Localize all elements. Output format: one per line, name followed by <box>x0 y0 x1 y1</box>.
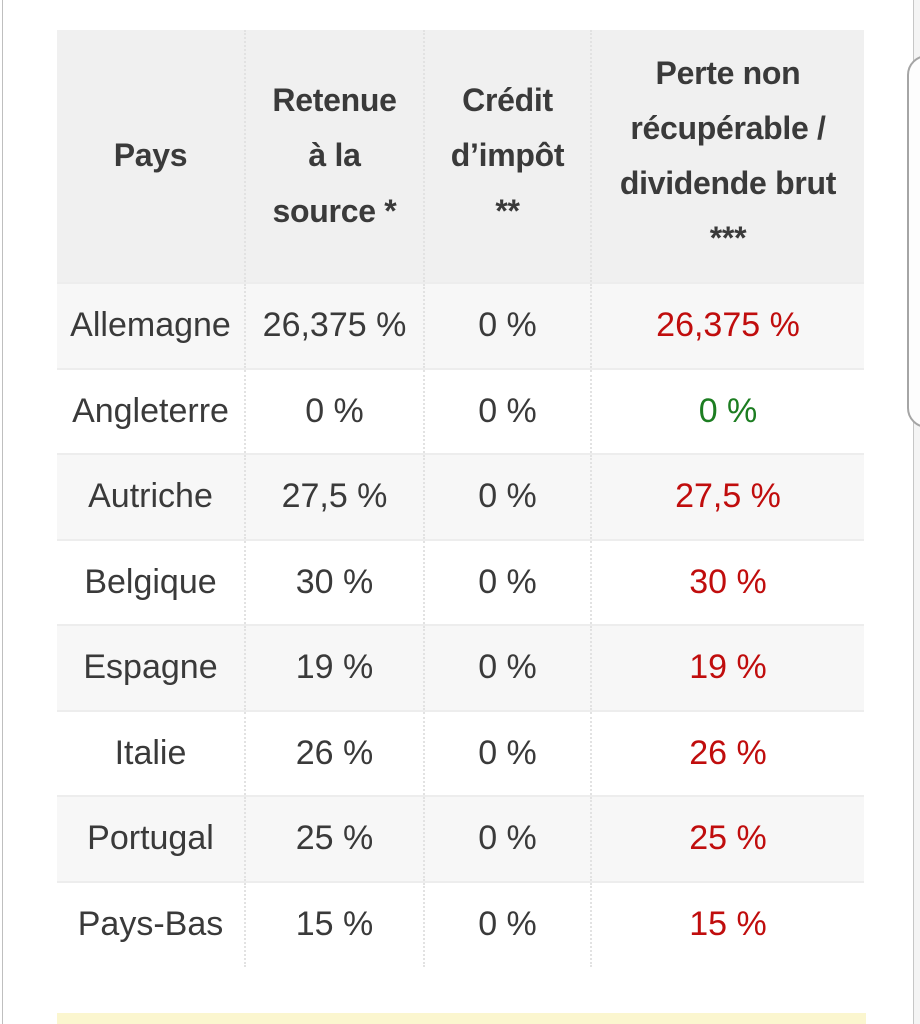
scrollbar-track[interactable] <box>913 0 920 1024</box>
cell-perte: 0 % <box>590 368 864 454</box>
cell-perte: 26,375 % <box>590 283 864 369</box>
table-row: Espagne 19 % 0 % 19 % <box>57 625 864 711</box>
cell-perte: 19 % <box>590 625 864 711</box>
window-left-border <box>2 0 3 1024</box>
cell-credit: 0 % <box>423 796 591 882</box>
cell-credit: 0 % <box>423 710 591 796</box>
cell-country: Allemagne <box>57 283 245 369</box>
cell-country: Espagne <box>57 625 245 711</box>
cell-country: Angleterre <box>57 368 245 454</box>
table-row: Angleterre 0 % 0 % 0 % <box>57 368 864 454</box>
cell-credit: 0 % <box>423 454 591 540</box>
cell-retenue: 15 % <box>244 881 424 967</box>
withholding-tax-table: Pays Retenue à la source * Crédit d’impô… <box>57 30 864 967</box>
cell-credit: 0 % <box>423 283 591 369</box>
cell-country: Italie <box>57 710 245 796</box>
table-row: Belgique 30 % 0 % 30 % <box>57 539 864 625</box>
table-row: Portugal 25 % 0 % 25 % <box>57 796 864 882</box>
cell-retenue: 0 % <box>244 368 424 454</box>
cell-country: Autriche <box>57 454 245 540</box>
table-row: Italie 26 % 0 % 26 % <box>57 710 864 796</box>
scrollbar-thumb[interactable] <box>907 55 920 428</box>
cell-perte: 26 % <box>590 710 864 796</box>
header-pays: Pays <box>57 30 245 283</box>
header-credit: Crédit d’impôt ** <box>423 30 591 283</box>
header-retenue: Retenue à la source * <box>244 30 424 283</box>
cell-credit: 0 % <box>423 625 591 711</box>
cell-retenue: 26 % <box>244 710 424 796</box>
cell-perte: 15 % <box>590 881 864 967</box>
cell-country: Portugal <box>57 796 245 882</box>
table-header: Pays Retenue à la source * Crédit d’impô… <box>57 30 864 283</box>
table-row: Autriche 27,5 % 0 % 27,5 % <box>57 454 864 540</box>
cell-retenue: 25 % <box>244 796 424 882</box>
cell-credit: 0 % <box>423 539 591 625</box>
cell-credit: 0 % <box>423 368 591 454</box>
cell-credit: 0 % <box>423 881 591 967</box>
header-row: Pays Retenue à la source * Crédit d’impô… <box>57 30 864 283</box>
cell-retenue: 30 % <box>244 539 424 625</box>
table-body: Allemagne 26,375 % 0 % 26,375 % Angleterre 0 … <box>57 283 864 967</box>
table-row: Pays-Bas 15 % 0 % 15 % <box>57 881 864 967</box>
cell-retenue: 26,375 % <box>244 283 424 369</box>
cell-country: Pays-Bas <box>57 881 245 967</box>
cell-perte: 25 % <box>590 796 864 882</box>
cell-country: Belgique <box>57 539 245 625</box>
header-perte: Perte non récupérable / dividende brut *… <box>590 30 864 283</box>
cell-retenue: 27,5 % <box>244 454 424 540</box>
cell-perte: 27,5 % <box>590 454 864 540</box>
cell-retenue: 19 % <box>244 625 424 711</box>
table-row: Allemagne 26,375 % 0 % 26,375 % <box>57 283 864 369</box>
note-highlight-band <box>57 1013 866 1024</box>
cell-perte: 30 % <box>590 539 864 625</box>
